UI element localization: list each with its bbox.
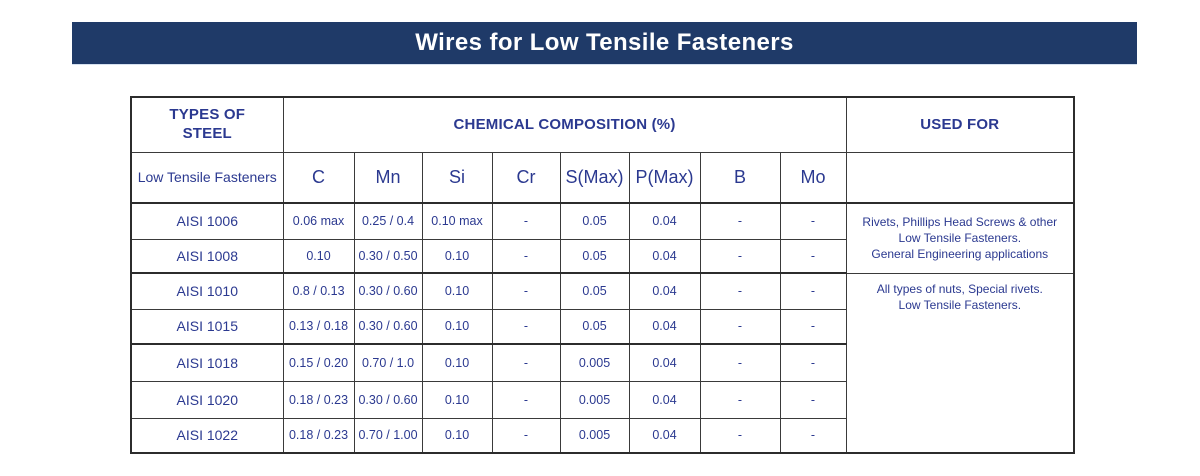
s-value-cell: 0.05	[559, 202, 630, 240]
steel-grade-cell: AISI 1010	[130, 272, 284, 310]
p-value-cell: 0.04	[628, 272, 701, 310]
cr-value-cell: -	[491, 272, 561, 310]
si-value-cell: 0.10 max	[421, 202, 493, 240]
mo-value-cell: -	[779, 238, 847, 274]
cr-value-cell: -	[491, 238, 561, 274]
p-value-cell: 0.04	[628, 343, 701, 382]
table-row: AISI 1018 0.15 / 0.20 0.70 / 1.0 0.10 - …	[130, 343, 1074, 382]
table-row: AISI 1015 0.13 / 0.18 0.30 / 0.60 0.10 -…	[130, 308, 1074, 345]
si-value-cell: 0.10	[421, 308, 493, 345]
steel-grade-cell: AISI 1022	[130, 417, 284, 454]
c-value-cell: 0.06 max	[282, 202, 355, 240]
p-value-cell: 0.04	[628, 308, 701, 345]
element-header-mn: Mn	[353, 151, 423, 204]
s-value-cell: 0.05	[559, 238, 630, 274]
si-value-cell: 0.10	[421, 380, 493, 419]
element-header-mo: Mo	[779, 151, 847, 204]
mo-value-cell: -	[779, 380, 847, 419]
b-value-cell: -	[699, 238, 781, 274]
mo-value-cell: -	[779, 202, 847, 240]
mo-value-cell: -	[779, 417, 847, 454]
b-value-cell: -	[699, 308, 781, 345]
b-value-cell: -	[699, 202, 781, 240]
b-value-cell: -	[699, 272, 781, 310]
composition-table-container: TYPES OF STEEL CHEMICAL COMPOSITION (%) …	[130, 96, 1076, 454]
s-value-cell: 0.005	[559, 343, 630, 382]
c-value-cell: 0.18 / 0.23	[282, 380, 355, 419]
types-of-steel-header: TYPES OF STEEL	[130, 96, 284, 153]
element-header-cr: Cr	[491, 151, 561, 204]
c-value-cell: 0.15 / 0.20	[282, 343, 355, 382]
page-title: Wires for Low Tensile Fasteners	[415, 29, 794, 56]
c-value-cell: 0.18 / 0.23	[282, 417, 355, 454]
element-header-p-max: P(Max)	[628, 151, 701, 204]
s-value-cell: 0.005	[559, 380, 630, 419]
b-value-cell: -	[699, 417, 781, 454]
cr-value-cell: -	[491, 380, 561, 419]
table-row: AISI 1022 0.18 / 0.23 0.70 / 1.00 0.10 -…	[130, 417, 1074, 454]
mo-value-cell: -	[779, 308, 847, 345]
s-value-cell: 0.05	[559, 272, 630, 310]
p-value-cell: 0.04	[628, 202, 701, 240]
chemical-composition-header: CHEMICAL COMPOSITION (%)	[282, 96, 847, 153]
subheader-low-tensile-fasteners: Low Tensile Fasteners	[130, 151, 284, 204]
b-value-cell: -	[699, 343, 781, 382]
s-value-cell: 0.05	[559, 308, 630, 345]
si-value-cell: 0.10	[421, 343, 493, 382]
element-header-c: C	[282, 151, 355, 204]
mn-value-cell: 0.70 / 1.00	[353, 417, 423, 454]
si-value-cell: 0.10	[421, 238, 493, 274]
header-row-2: Low Tensile Fasteners C Mn Si Cr S(Max) …	[130, 151, 1075, 204]
c-value-cell: 0.8 / 0.13	[282, 272, 355, 310]
p-value-cell: 0.04	[628, 380, 701, 419]
used-for-cell-rivets: Rivets, Phillips Head Screws & other Low…	[845, 202, 1075, 274]
element-header-si: Si	[421, 151, 493, 204]
p-value-cell: 0.04	[628, 417, 701, 454]
mn-value-cell: 0.70 / 1.0	[353, 343, 423, 382]
mo-value-cell: -	[779, 272, 847, 310]
cr-value-cell: -	[491, 308, 561, 345]
cr-value-cell: -	[491, 343, 561, 382]
s-value-cell: 0.005	[559, 417, 630, 454]
c-value-cell: 0.13 / 0.18	[282, 308, 355, 345]
used-for-empty-cell	[845, 151, 1075, 204]
si-value-cell: 0.10	[421, 272, 493, 310]
element-header-b: B	[699, 151, 781, 204]
cr-value-cell: -	[491, 417, 561, 454]
mn-value-cell: 0.30 / 0.60	[353, 308, 423, 345]
composition-table: TYPES OF STEEL CHEMICAL COMPOSITION (%) …	[130, 96, 1076, 454]
steel-grade-cell: AISI 1008	[130, 238, 284, 274]
p-value-cell: 0.04	[628, 238, 701, 274]
mn-value-cell: 0.30 / 0.60	[353, 272, 423, 310]
mn-value-cell: 0.25 / 0.4	[353, 202, 423, 240]
mn-value-cell: 0.30 / 0.60	[353, 380, 423, 419]
mn-value-cell: 0.30 / 0.50	[353, 238, 423, 274]
steel-grade-cell: AISI 1006	[130, 202, 284, 240]
steel-grade-cell: AISI 1015	[130, 308, 284, 345]
table-row: AISI 1006 0.06 max 0.25 / 0.4 0.10 max -…	[130, 202, 1075, 274]
c-value-cell: 0.10	[282, 238, 355, 274]
table-row: AISI 1010 0.8 / 0.13 0.30 / 0.60 0.10 - …	[130, 272, 1075, 454]
steel-grade-cell: AISI 1020	[130, 380, 284, 419]
table-row: AISI 1020 0.18 / 0.23 0.30 / 0.60 0.10 -…	[130, 380, 1074, 419]
used-for-header: USED FOR	[845, 96, 1075, 153]
cr-value-cell: -	[491, 202, 561, 240]
used-for-cell-nuts: All types of nuts, Special rivets. Low T…	[845, 272, 1075, 454]
header-row-1: TYPES OF STEEL CHEMICAL COMPOSITION (%) …	[130, 96, 1075, 153]
si-value-cell: 0.10	[421, 417, 493, 454]
title-banner: Wires for Low Tensile Fasteners	[72, 22, 1137, 64]
b-value-cell: -	[699, 380, 781, 419]
table-row: AISI 1008 0.10 0.30 / 0.50 0.10 - 0.05 0…	[130, 238, 1074, 274]
mo-value-cell: -	[779, 343, 847, 382]
steel-grade-cell: AISI 1018	[130, 343, 284, 382]
element-header-s-max: S(Max)	[559, 151, 630, 204]
